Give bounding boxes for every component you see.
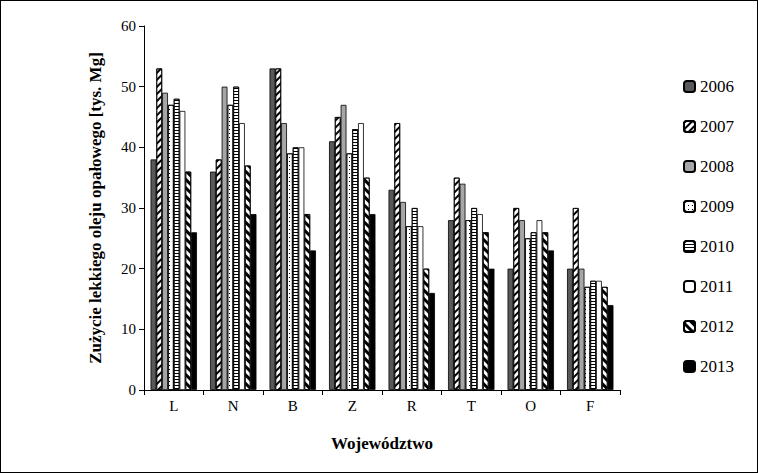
svg-text:50: 50 bbox=[121, 79, 136, 95]
svg-text:2013: 2013 bbox=[700, 357, 734, 376]
svg-text:30: 30 bbox=[121, 200, 136, 216]
svg-text:2010: 2010 bbox=[700, 237, 734, 256]
svg-text:R: R bbox=[407, 398, 417, 414]
svg-text:60: 60 bbox=[121, 18, 136, 34]
svg-text:2012: 2012 bbox=[700, 317, 734, 336]
svg-text:2011: 2011 bbox=[700, 277, 733, 296]
svg-text:B: B bbox=[288, 398, 298, 414]
svg-text:20: 20 bbox=[121, 261, 136, 277]
svg-text:L: L bbox=[169, 398, 178, 414]
svg-text:40: 40 bbox=[121, 139, 136, 155]
svg-text:0: 0 bbox=[129, 382, 137, 398]
svg-text:10: 10 bbox=[121, 321, 136, 337]
svg-text:F: F bbox=[586, 398, 594, 414]
svg-text:Z: Z bbox=[348, 398, 357, 414]
svg-text:2008: 2008 bbox=[700, 157, 734, 176]
svg-text:T: T bbox=[467, 398, 476, 414]
svg-text:2009: 2009 bbox=[700, 197, 734, 216]
svg-text:Województwo: Województwo bbox=[331, 434, 433, 453]
svg-text:N: N bbox=[228, 398, 239, 414]
svg-text:2006: 2006 bbox=[700, 77, 734, 96]
svg-text:2007: 2007 bbox=[700, 117, 735, 136]
svg-text:O: O bbox=[525, 398, 536, 414]
svg-text:Zużycie lekkiego oleju opałowe: Zużycie lekkiego oleju opałowego [tys. M… bbox=[86, 52, 105, 364]
